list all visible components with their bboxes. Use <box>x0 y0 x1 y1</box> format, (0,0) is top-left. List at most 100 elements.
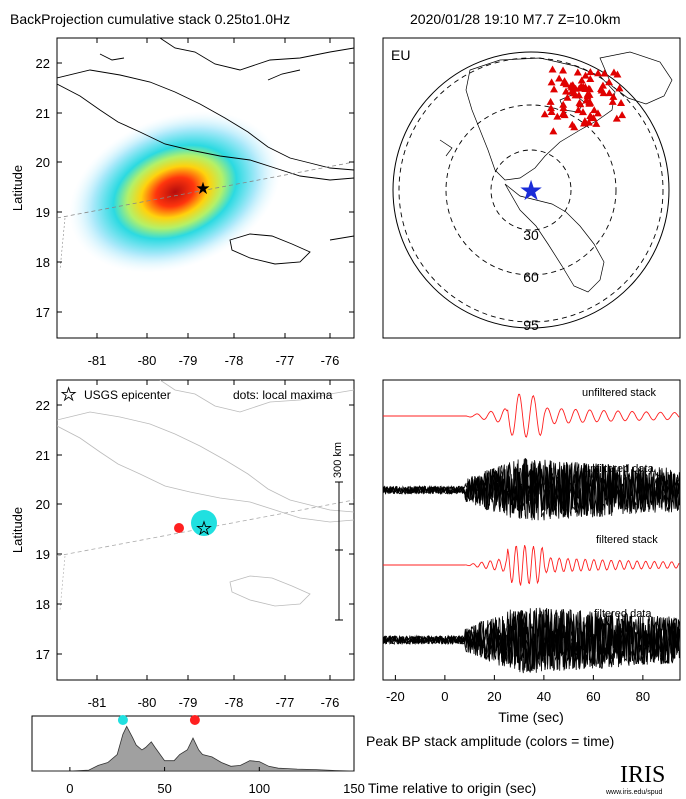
bottom-map-xtick-label: -79 <box>179 695 198 710</box>
trace-label-filtered-data: filtered data <box>594 608 652 620</box>
peak-amplitude-area <box>32 725 355 772</box>
bottom-fault-line <box>57 499 354 557</box>
stack-trace <box>383 545 680 586</box>
station-triangle <box>605 78 614 86</box>
distance-ring-60 <box>445 104 617 276</box>
peak-xtick-label: 50 <box>157 781 171 796</box>
iris-logo-mark: IRIS <box>620 762 665 788</box>
globe-epicenter-star: ★ <box>518 175 543 206</box>
bottom-map-xtick-label: -81 <box>88 695 107 710</box>
station-triangle <box>583 92 592 100</box>
station-triangle <box>618 111 627 119</box>
data-trace <box>382 607 680 674</box>
peak-xtick-label: 0 <box>66 781 73 796</box>
station-triangle <box>615 84 624 92</box>
bottom-epicenter-star: ★ <box>196 519 211 538</box>
station-triangle <box>586 68 595 76</box>
bottom-map-xtick-label: -77 <box>276 695 295 710</box>
globe-array-label: EU <box>391 47 410 63</box>
ring-label-30: 30 <box>523 227 539 243</box>
top-map-panel: ★ -81 -80 -79 -78 -77 -76 22 21 20 19 18 17 Latitu… <box>10 37 355 368</box>
station-triangle <box>579 82 588 90</box>
legend-star-label: USGS epicenter <box>84 388 171 402</box>
station-triangles <box>540 65 627 135</box>
station-triangle <box>592 119 601 127</box>
top-fault-line <box>57 161 354 219</box>
station-triangle <box>593 109 602 117</box>
legend-star-icon: ★ <box>61 385 76 404</box>
top-map-ytick-label: 21 <box>36 106 50 121</box>
traces-xtick-label: 20 <box>487 689 501 704</box>
top-map-xtick-label: -80 <box>138 353 157 368</box>
top-map-xtick-label: -79 <box>179 353 198 368</box>
top-map-ytick-label: 18 <box>36 255 50 270</box>
station-triangle <box>586 74 595 82</box>
station-triangle <box>568 120 577 128</box>
distance-ring-95 <box>398 57 664 323</box>
station-triangle <box>548 65 557 73</box>
top-epicenter-star: ★ <box>195 179 210 198</box>
ring-label-95: 95 <box>523 317 539 333</box>
traces-panel: unfiltered stack unfiltered data filtere… <box>382 379 681 725</box>
station-triangle <box>609 92 618 100</box>
scale-bar-label: 300 km <box>332 442 344 478</box>
bottom-map-ytick-label: 20 <box>36 497 50 512</box>
top-map-yticks: 22 21 20 19 18 17 <box>36 56 354 320</box>
station-triangle <box>594 69 603 77</box>
station-triangle <box>597 85 606 93</box>
top-map-ytick-label: 19 <box>36 205 50 220</box>
station-triangle <box>579 108 588 116</box>
peak-xtick-label: 150 <box>343 781 365 796</box>
station-triangle <box>555 74 564 82</box>
station-triangle <box>549 85 558 93</box>
top-map-xtick-label: -76 <box>321 353 340 368</box>
top-map-content: ★ <box>57 38 354 273</box>
iris-logo: IRIS www.iris.edu/spud <box>605 762 665 796</box>
trace-label-unfiltered-stack: unfiltered stack <box>582 387 656 399</box>
top-coastlines <box>57 38 354 265</box>
station-triangle <box>546 97 555 105</box>
bottom-fault-line-west <box>59 555 66 611</box>
station-triangle <box>612 114 621 122</box>
traces-xtick-label: 0 <box>441 689 448 704</box>
bottom-map-ytick-label: 22 <box>36 398 50 413</box>
bottom-map-ylabel: Latitude <box>10 507 25 553</box>
station-triangle <box>547 107 556 115</box>
peak-time-marker <box>117 715 128 725</box>
event-info: 2020/01/28 19:10 M7.7 Z=10.0km <box>410 11 621 27</box>
bottom-map-ytick-label: 21 <box>36 448 50 463</box>
station-triangle <box>605 89 614 97</box>
iris-logo-url: www.iris.edu/spud <box>605 789 663 796</box>
bottom-map-yticks: 22 21 20 19 18 17 <box>36 398 354 662</box>
station-triangle <box>547 78 556 86</box>
station-triangle <box>575 98 584 106</box>
bottom-map-xticks: -81 -80 -79 -78 -77 -76 <box>88 380 340 710</box>
station-triangle <box>562 87 571 95</box>
station-triangle <box>608 97 617 105</box>
station-triangle <box>559 109 568 117</box>
station-triangle <box>613 70 622 78</box>
station-triangle <box>563 93 572 101</box>
bottom-map-xtick-label: -76 <box>321 695 340 710</box>
station-triangle <box>617 99 626 107</box>
top-map-ytick-label: 17 <box>36 305 50 320</box>
distance-ring-30 <box>490 149 572 231</box>
ring-label-60: 60 <box>523 269 539 285</box>
station-triangle <box>580 117 589 125</box>
globe-frame <box>382 37 681 339</box>
station-triangle <box>549 127 558 135</box>
station-triangle <box>571 84 580 92</box>
station-triangle <box>577 76 586 84</box>
station-triangle <box>590 106 599 114</box>
backprojection-heatmap <box>69 111 281 273</box>
top-map-xtick-label: -81 <box>88 353 107 368</box>
peak-amplitude-panel: 0 50 100 150 Peak BP stack amplitude (color… <box>31 715 614 796</box>
bottom-map-ytick-label: 19 <box>36 547 50 562</box>
station-triangle <box>547 104 556 112</box>
station-triangle <box>609 68 618 76</box>
traces-xtick-label: -20 <box>386 689 405 704</box>
station-triangle <box>600 69 609 77</box>
top-fault-line-west <box>59 217 66 271</box>
trace-label-filtered-stack: filtered stack <box>596 534 658 546</box>
